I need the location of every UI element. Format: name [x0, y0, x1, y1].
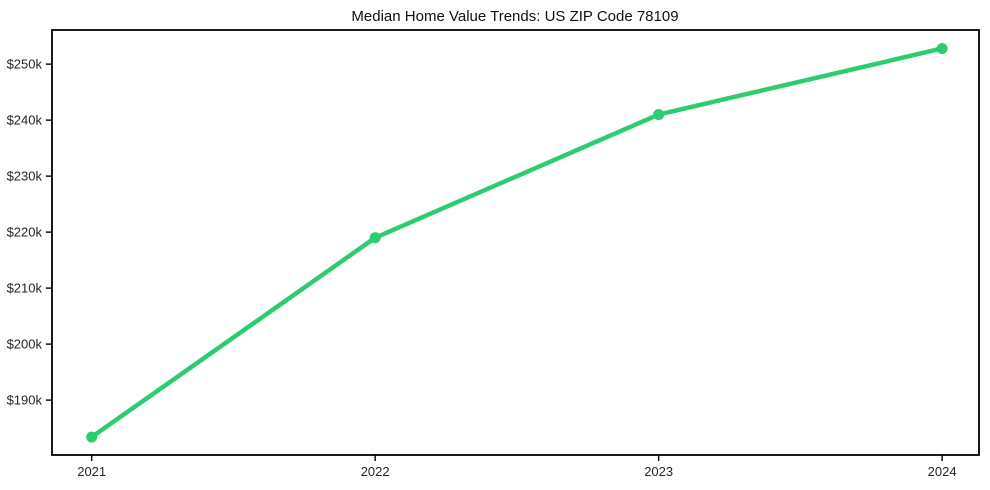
- plot-area: $190k $200k $210k $220k $230k $240k $250k 2021 2…: [7, 29, 980, 479]
- data-point-marker: [653, 109, 665, 121]
- y-tick-label: $240k: [7, 113, 43, 128]
- plot-frame: [51, 29, 980, 456]
- y-tick-label: $210k: [7, 281, 43, 296]
- y-tick-label: $220k: [7, 225, 43, 240]
- data-point-marker: [369, 232, 381, 244]
- y-tick-label: $190k: [7, 393, 43, 408]
- x-tick-label: 2023: [644, 464, 673, 479]
- chart-title: Median Home Value Trends: US ZIP Code 78…: [351, 8, 678, 25]
- x-tick-label: 2024: [928, 464, 957, 479]
- y-tick-label: $230k: [7, 169, 43, 184]
- x-tick-label: 2022: [361, 464, 390, 479]
- data-point-marker: [936, 42, 948, 54]
- data-point-marker: [86, 431, 98, 443]
- y-tick-label: $250k: [7, 57, 43, 72]
- y-tick-label: $200k: [7, 337, 43, 352]
- x-tick-label: 2021: [77, 464, 106, 479]
- data-line: [89, 46, 945, 440]
